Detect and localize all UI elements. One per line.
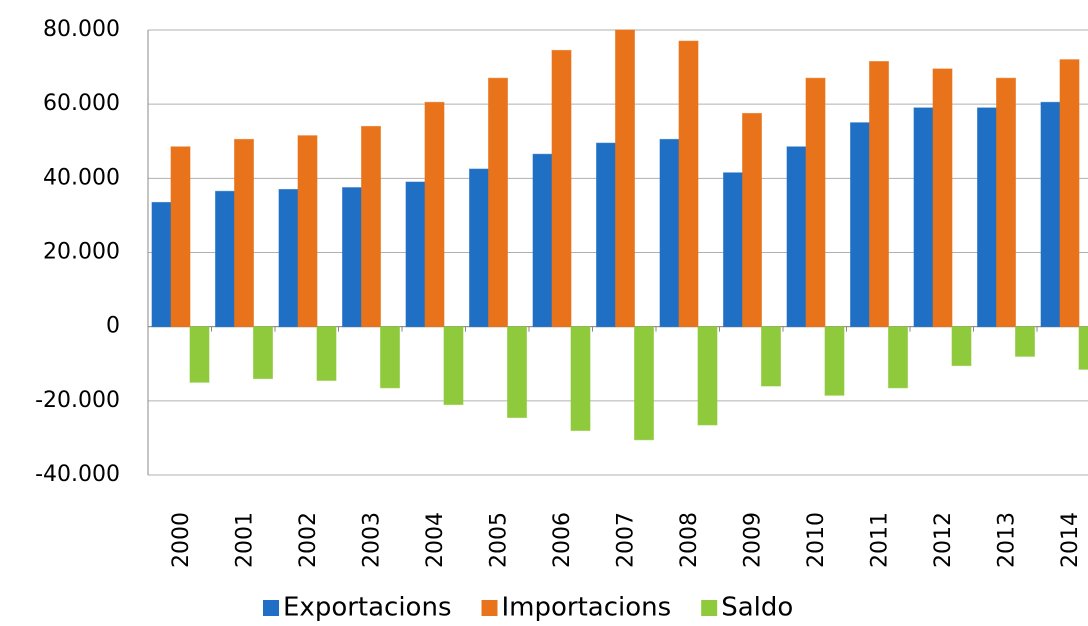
bar <box>913 107 934 328</box>
y-tick-label: 60.000 <box>43 91 120 116</box>
bar <box>380 326 400 389</box>
bar <box>253 326 273 380</box>
bar <box>1015 326 1035 357</box>
y-tick-label: 0 <box>106 314 120 339</box>
x-tick-label: 2014 <box>1058 512 1083 568</box>
bar <box>596 142 616 328</box>
bar <box>151 201 172 328</box>
bar <box>888 326 908 389</box>
bar <box>1040 101 1061 328</box>
x-tick-label: 2010 <box>804 512 829 568</box>
bar <box>615 29 635 328</box>
bar <box>697 326 718 426</box>
legend: Exportacions Importacions Saldo <box>263 593 793 623</box>
bar <box>234 138 254 328</box>
bar <box>824 326 845 396</box>
x-tick-label: 2009 <box>740 512 765 568</box>
legend-swatch <box>701 600 718 616</box>
bar <box>297 135 318 328</box>
y-tick-label: -20.000 <box>35 388 120 413</box>
bar <box>805 77 826 328</box>
bar <box>977 107 997 328</box>
x-tick-label: 2008 <box>677 512 702 568</box>
y-tick-label: 20.000 <box>43 240 120 265</box>
bar <box>761 326 781 387</box>
x-tick-label: 2005 <box>486 512 511 568</box>
bar <box>278 188 299 328</box>
x-tick-label: 2002 <box>296 512 321 568</box>
bar <box>361 125 381 328</box>
bar <box>405 181 426 328</box>
bar <box>742 112 762 328</box>
x-tick-label: 2013 <box>994 512 1019 568</box>
legend-label: Exportacions <box>283 593 452 623</box>
bar <box>316 326 337 381</box>
legend-swatch <box>481 600 498 616</box>
bar <box>1059 59 1080 328</box>
legend-swatch <box>263 600 279 616</box>
legend-label: Importacions <box>502 593 672 623</box>
bar <box>850 122 870 328</box>
x-tick-label: 2007 <box>613 512 638 568</box>
bar <box>342 187 362 328</box>
bar <box>1078 326 1088 370</box>
bar <box>869 61 889 328</box>
bar <box>951 326 972 367</box>
bar <box>507 326 527 419</box>
bar <box>996 77 1016 328</box>
bar <box>469 168 489 328</box>
bar <box>424 101 445 328</box>
bar <box>215 190 235 328</box>
x-tick-label: 2003 <box>359 512 384 568</box>
bar <box>723 172 743 328</box>
bar <box>189 326 210 383</box>
bar <box>634 326 654 441</box>
legend-label: Saldo <box>721 593 793 623</box>
bar <box>170 146 191 328</box>
y-tick-label: 40.000 <box>43 165 120 190</box>
x-tick-label: 2006 <box>550 512 575 568</box>
y-tick-label: 80.000 <box>43 17 120 42</box>
x-tick-label: 2004 <box>423 512 448 568</box>
bar <box>659 138 680 328</box>
bar <box>932 68 953 328</box>
bar <box>786 146 807 328</box>
x-tick-label: 2001 <box>232 512 257 568</box>
bar <box>678 40 699 328</box>
bar <box>570 326 591 431</box>
bar <box>532 153 553 328</box>
bar <box>488 77 508 328</box>
x-tick-label: 2000 <box>169 512 194 568</box>
bar <box>551 49 572 328</box>
bar <box>443 326 464 406</box>
x-tick-label: 2011 <box>867 512 892 568</box>
y-tick-label: -40.000 <box>35 462 120 487</box>
x-tick-label: 2012 <box>931 512 956 568</box>
